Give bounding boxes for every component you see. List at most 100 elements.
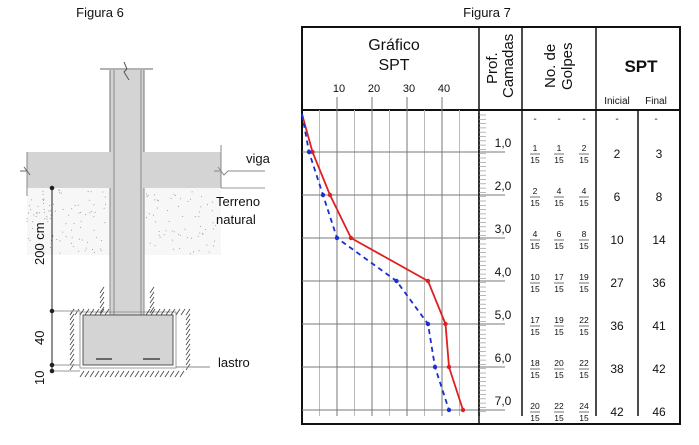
golpes-numerator: 17 <box>554 272 564 282</box>
golpes-denominator: 15 <box>579 370 589 380</box>
golpes-denominator: 15 <box>579 413 589 423</box>
header-prof: Prof. <box>484 52 501 84</box>
beam-break-right-icon <box>214 166 265 176</box>
first-row-dash: - <box>654 114 657 125</box>
data-point-final <box>425 278 431 284</box>
series-line-final <box>301 113 464 411</box>
column <box>110 70 144 320</box>
spt-final-value: 36 <box>652 276 666 290</box>
depth-label: 7,0 <box>495 394 512 408</box>
data-point-inicial <box>446 407 452 413</box>
header-grafico: Gráfico <box>368 37 420 54</box>
golpes-numerator: 19 <box>579 272 589 282</box>
table-row: 20 15 22 15 24 15 42 46 <box>530 401 666 423</box>
axis-tick-label: 40 <box>438 83 450 95</box>
golpes-numerator: 19 <box>554 315 564 325</box>
golpes-denominator: 15 <box>579 241 589 251</box>
depth-label: 6,0 <box>495 351 512 365</box>
figure-7-title: Figura 7 <box>463 5 511 20</box>
golpes-numerator: 2 <box>582 143 587 153</box>
axis-tick-label: 20 <box>368 83 380 95</box>
depth-label: 3,0 <box>495 222 512 236</box>
soil-hatching <box>69 286 191 378</box>
axis-tick-label: 10 <box>333 83 345 95</box>
golpes-numerator: 17 <box>530 315 540 325</box>
figure-6: Figura 6 <box>20 5 271 385</box>
dimension-40: 40 <box>32 331 47 345</box>
data-point-final <box>460 407 466 413</box>
spt-inicial-value: 36 <box>610 319 624 333</box>
header-spt-chart: SPT <box>378 57 409 74</box>
spt-inicial-value: 10 <box>610 233 624 247</box>
golpes-numerator: 20 <box>530 401 540 411</box>
golpes-numerator: 8 <box>582 229 587 239</box>
golpes-denominator: 15 <box>554 241 564 251</box>
data-point-inicial <box>432 364 438 370</box>
golpes-numerator: 22 <box>579 358 589 368</box>
label-natural: natural <box>216 212 256 227</box>
dimension-10: 10 <box>32 371 47 385</box>
label-terreno: Terreno <box>216 194 260 209</box>
golpes-denominator: 15 <box>554 413 564 423</box>
header-camadas: Camadas <box>500 34 517 98</box>
spt-final-value: 3 <box>656 147 663 161</box>
table-row: 1 15 1 15 2 15 2 3 <box>530 143 663 165</box>
table-row: 18 15 20 15 22 15 38 42 <box>530 358 666 380</box>
golpes-denominator: 15 <box>530 327 540 337</box>
header-no-de: No. de <box>542 44 559 88</box>
first-row-dash: - <box>615 114 618 125</box>
spt-inicial-value: 2 <box>614 147 621 161</box>
golpes-denominator: 15 <box>530 241 540 251</box>
header-inicial: Inicial <box>604 96 630 107</box>
golpes-denominator: 15 <box>530 198 540 208</box>
data-point-final <box>443 321 448 327</box>
spt-inicial-value: 38 <box>610 362 624 376</box>
first-row-dash: - <box>533 114 536 125</box>
spt-inicial-value: 27 <box>610 276 624 290</box>
golpes-denominator: 15 <box>530 155 540 165</box>
chart-axis-ticks: 10 20 30 40 <box>333 83 450 95</box>
chart-grid <box>302 97 505 416</box>
depth-label: 2,0 <box>495 179 512 193</box>
golpes-denominator: 15 <box>554 198 564 208</box>
axis-tick-label: 30 <box>403 83 415 95</box>
golpes-denominator: 15 <box>554 327 564 337</box>
golpes-numerator: 1 <box>533 143 538 153</box>
golpes-numerator: 24 <box>579 401 589 411</box>
golpes-denominator: 15 <box>554 370 564 380</box>
table-row: 10 15 17 15 19 15 27 36 <box>530 272 666 294</box>
label-viga: viga <box>246 151 271 166</box>
header-final: Final <box>645 96 667 107</box>
golpes-denominator: 15 <box>530 284 540 294</box>
depth-label: 1,0 <box>495 136 512 150</box>
depth-label: 4,0 <box>495 265 512 279</box>
golpes-denominator: 15 <box>530 370 540 380</box>
golpes-numerator: 22 <box>579 315 589 325</box>
spt-table <box>301 26 681 425</box>
golpes-numerator: 18 <box>530 358 540 368</box>
spt-final-value: 41 <box>652 319 666 333</box>
spt-inicial-value: 42 <box>610 405 624 419</box>
data-point-inicial <box>334 235 340 241</box>
golpes-numerator: 6 <box>557 229 562 239</box>
series-line-inicial <box>301 113 450 411</box>
golpes-numerator: 4 <box>557 186 562 196</box>
golpes-denominator: 15 <box>579 155 589 165</box>
depth-ruler: 1,0 2,0 3,0 4,0 5,0 6,0 7,0 <box>478 113 512 416</box>
spt-final-value: 14 <box>652 233 666 247</box>
data-point-inicial <box>320 192 326 198</box>
label-lastro: lastro <box>218 355 250 370</box>
golpes-denominator: 15 <box>579 198 589 208</box>
spt-final-value: 8 <box>656 190 663 204</box>
golpes-denominator: 15 <box>530 413 540 423</box>
data-point-final <box>327 192 333 198</box>
golpes-numerator: 4 <box>582 186 587 196</box>
table-row: 2 15 4 15 4 15 6 8 <box>530 186 663 208</box>
table-row: 17 15 19 15 22 15 36 41 <box>530 315 666 337</box>
spt-final-value: 42 <box>652 362 666 376</box>
column-break-icon <box>123 61 130 81</box>
golpes-numerator: 1 <box>557 143 562 153</box>
golpes-numerator: 20 <box>554 358 564 368</box>
chart-series <box>301 113 466 413</box>
